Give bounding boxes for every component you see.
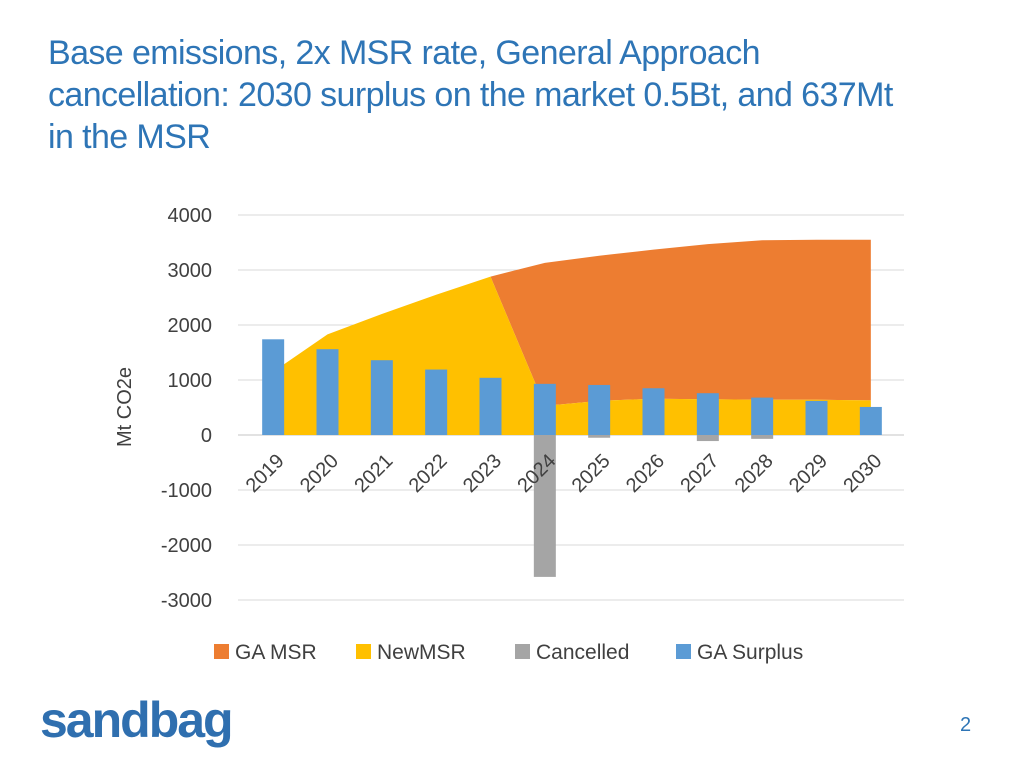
newmsr-area — [273, 276, 871, 435]
legend-swatch — [676, 644, 691, 659]
ga-surplus-bar — [479, 377, 502, 435]
y-tick-label: -3000 — [161, 590, 212, 612]
cancelled-bar — [751, 435, 774, 439]
page-number: 2 — [960, 714, 972, 736]
title-line-2: cancellation: 2030 surplus on the market… — [48, 76, 893, 114]
ga-surplus-bar — [751, 397, 774, 435]
legend-label: GA Surplus — [697, 641, 803, 664]
y-tick-label: 4000 — [168, 205, 213, 227]
ga-surplus-bar — [533, 383, 556, 435]
ga-surplus-bar — [262, 339, 285, 435]
y-tick-label: 3000 — [168, 260, 213, 282]
cancelled-bar — [533, 435, 556, 577]
y-axis-label: Mt CO2e — [114, 367, 136, 447]
ga-surplus-bar — [642, 388, 665, 435]
ga-surplus-bar — [425, 369, 448, 435]
cancelled-bar — [696, 435, 719, 442]
legend-swatch — [214, 644, 229, 659]
y-tick-label: -1000 — [161, 480, 212, 502]
y-tick-label: -2000 — [161, 535, 212, 557]
cancelled-bar — [588, 435, 611, 438]
ga-surplus-bar — [805, 400, 828, 435]
y-tick-label: 0 — [201, 425, 212, 447]
sandbag-logo: sandbag — [40, 692, 234, 748]
legend-label: Cancelled — [536, 641, 629, 664]
ga-surplus-bar — [859, 406, 882, 435]
legend-label: NewMSR — [377, 641, 466, 664]
legend-swatch — [515, 644, 530, 659]
ga-surplus-bar — [588, 384, 611, 435]
ga-surplus-bar — [316, 349, 339, 435]
legend-label: GA MSR — [235, 641, 317, 664]
y-tick-label: 2000 — [168, 315, 213, 337]
legend-swatch — [356, 644, 371, 659]
slide-title: Base emissions, 2x MSR rate, General App… — [48, 32, 998, 158]
title-line-3: in the MSR — [48, 118, 211, 156]
ga-surplus-bar — [370, 360, 393, 435]
y-tick-label: 1000 — [168, 370, 213, 392]
ga-msr-area — [490, 239, 871, 406]
ga-surplus-bar — [696, 393, 719, 435]
title-line-1: Base emissions, 2x MSR rate, General App… — [48, 34, 761, 72]
